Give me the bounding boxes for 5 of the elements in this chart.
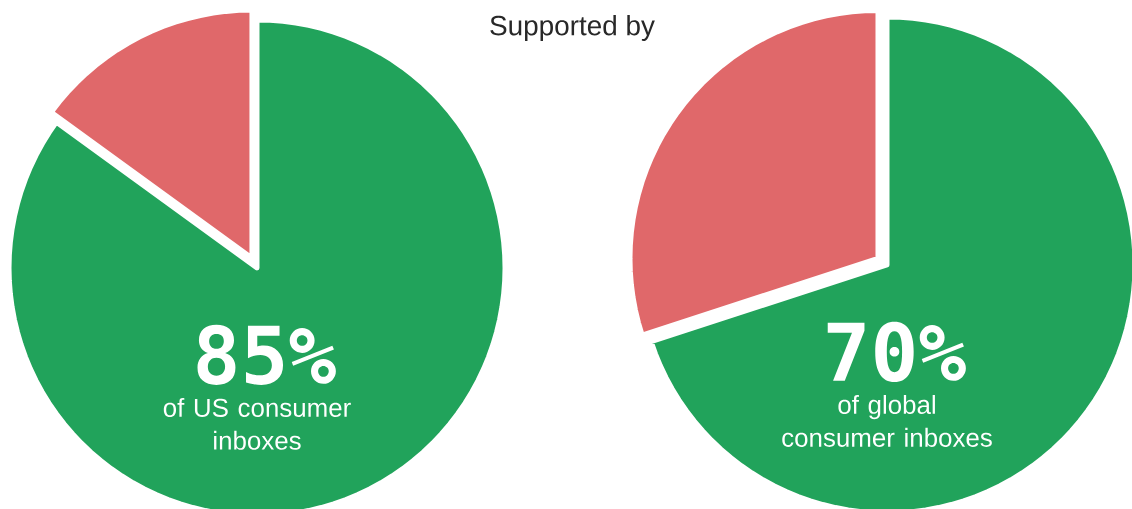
text: of US consumer inboxes — [163, 397, 351, 450]
text: of global consumer inboxes — [782, 394, 992, 447]
data-label: 70% — [827, 321, 966, 382]
data-label: 85% — [197, 324, 336, 385]
text: Supported by — [490, 15, 655, 41]
